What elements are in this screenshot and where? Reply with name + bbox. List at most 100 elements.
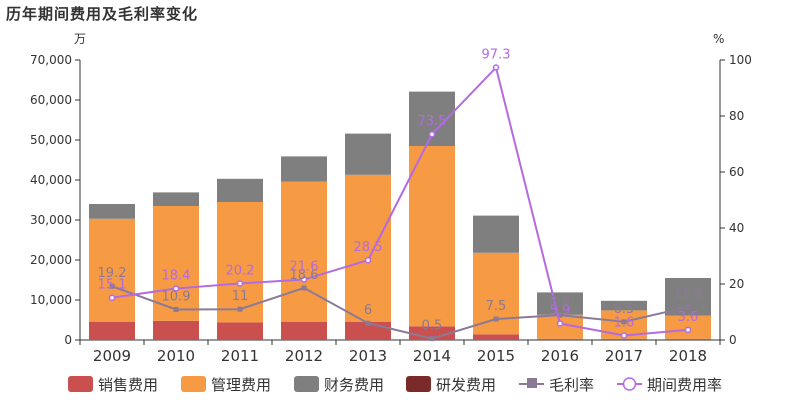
series-line	[111, 285, 689, 340]
data-label: 7.5	[486, 299, 507, 314]
bar-segment	[281, 322, 327, 340]
bar-segment	[345, 133, 391, 175]
data-label: 28.5	[354, 240, 383, 255]
x-tick-label: 2016	[541, 347, 579, 365]
legend-marker	[622, 377, 637, 391]
point-marker	[236, 280, 244, 287]
data-label: 18.6	[290, 268, 319, 283]
bar-segment	[473, 252, 519, 335]
data-label: 1.6	[614, 316, 635, 331]
bar-segment	[473, 334, 519, 340]
legend-swatch	[406, 376, 431, 392]
legend-swatch	[68, 376, 93, 392]
point-marker	[621, 319, 627, 325]
bar-segment	[281, 156, 327, 182]
x-tick-label: 2009	[93, 347, 131, 365]
x-tick-label: 2011	[221, 347, 259, 365]
x-tick-label: 2015	[477, 347, 515, 365]
data-label: 8.9	[550, 295, 571, 310]
right-tick-label: 60	[729, 165, 744, 179]
right-tick-label: 80	[729, 109, 744, 123]
data-label: 6.5	[614, 302, 635, 317]
left-axis-unit: 万	[74, 32, 86, 46]
right-tick-label: 0	[729, 333, 737, 347]
bar-segment	[473, 215, 519, 253]
point-marker	[301, 285, 307, 291]
legend-swatch	[294, 376, 319, 392]
right-tick-label: 40	[729, 221, 744, 235]
lines-layer	[108, 64, 692, 342]
point-marker	[109, 283, 115, 289]
left-tick-label: 40,000	[30, 173, 72, 187]
data-label: 21.6	[290, 260, 319, 275]
bar-segment	[217, 202, 263, 323]
point-marker	[300, 276, 308, 283]
legend-label: 销售费用	[98, 376, 158, 394]
data-label: 11.8	[674, 287, 703, 302]
bars-layer	[89, 91, 711, 340]
legend-marker	[527, 378, 537, 388]
point-marker	[173, 306, 179, 312]
x-tick-label: 2018	[669, 347, 707, 365]
right-tick-label: 100	[729, 53, 752, 67]
bar-segment	[409, 146, 455, 327]
point-marker	[620, 332, 628, 339]
point-marker	[493, 316, 499, 322]
left-tick-label: 60,000	[30, 93, 72, 107]
bar-segment	[153, 206, 199, 321]
data-label: 73.5	[418, 114, 447, 129]
x-tick-label: 2017	[605, 347, 643, 365]
point-marker	[685, 304, 691, 310]
bar-segment	[537, 338, 583, 340]
bar-segment	[89, 204, 135, 219]
chart-title: 历年期间费用及毛利率变化	[6, 5, 199, 23]
bar-segment	[153, 320, 199, 340]
left-tick-label: 0	[64, 333, 72, 347]
legend-swatch	[181, 376, 206, 392]
bar-segment	[217, 322, 263, 340]
point-marker	[237, 306, 243, 312]
legend: 销售费用 管理费用 财务费用 研发费用 毛利率 期间费用率	[68, 376, 722, 394]
point-marker	[364, 256, 372, 264]
bar-segment	[89, 218, 135, 322]
left-tick-label: 10,000	[30, 293, 72, 307]
data-labels-layer: 19.2 10.9 11 18.6 6 0.5 7.5 8.9 6.5 11.8 15.1 18.4 2…	[98, 48, 703, 334]
bar-segment	[345, 174, 391, 322]
data-label: 5.9	[550, 303, 571, 318]
right-axis-unit: %	[713, 32, 724, 46]
series-line	[111, 65, 689, 337]
data-label: 11	[232, 289, 249, 304]
data-label: 10.9	[162, 289, 191, 304]
x-tick-label: 2012	[285, 347, 323, 365]
x-tick-label: 2013	[349, 347, 387, 365]
point-marker	[556, 320, 564, 327]
left-tick-label: 30,000	[30, 213, 72, 227]
data-label: 97.3	[482, 48, 511, 63]
left-tick-label: 20,000	[30, 253, 72, 267]
right-tick-label: 20	[729, 277, 744, 291]
legend-label: 管理费用	[211, 376, 271, 394]
point-marker	[365, 320, 371, 326]
axes-layer: 0 10,000 20,000 30,000 40,000 50,000 60,000 70,…	[30, 53, 752, 365]
point-marker	[108, 294, 116, 301]
point-marker	[429, 336, 435, 342]
data-label: 3.6	[678, 310, 699, 325]
point-marker	[172, 285, 180, 292]
data-label: 15.1	[98, 278, 127, 293]
bar-segment	[89, 322, 135, 340]
x-tick-label: 2014	[413, 347, 451, 365]
data-label: 18.4	[162, 268, 191, 283]
point-marker	[557, 312, 563, 318]
bar-segment	[601, 300, 647, 311]
data-label: 0.5	[422, 319, 443, 334]
legend-label: 毛利率	[549, 376, 594, 394]
bar-segment	[153, 192, 199, 206]
bar-segment	[601, 338, 647, 340]
left-tick-label: 50,000	[30, 133, 72, 147]
legend-label: 研发费用	[436, 376, 496, 394]
legend-label: 期间费用率	[647, 376, 722, 394]
data-label: 6	[364, 303, 372, 318]
point-marker	[684, 326, 692, 334]
legend-label: 财务费用	[324, 376, 384, 394]
